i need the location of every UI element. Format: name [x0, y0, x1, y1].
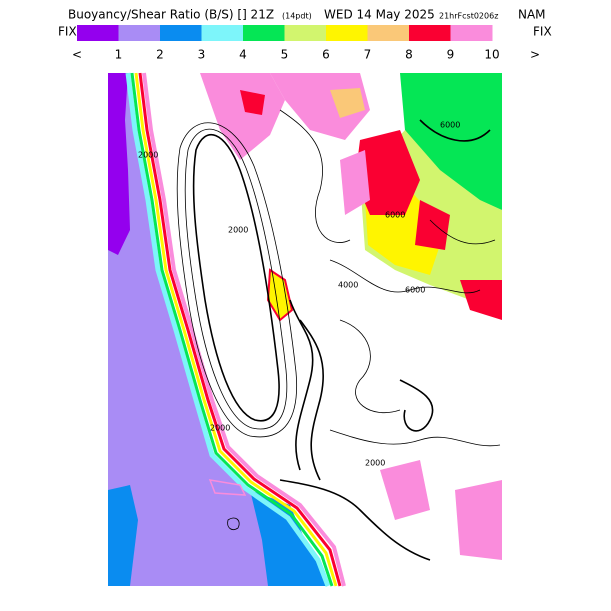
- contour-label: 2000: [365, 459, 385, 468]
- local-time: (14pdt): [282, 12, 312, 21]
- contour: [399, 379, 434, 432]
- region-peach: [330, 88, 365, 118]
- valley: [192, 133, 280, 422]
- colorbar-label: 7: [364, 48, 372, 62]
- island: [208, 479, 247, 496]
- colorbar-label: 2: [156, 48, 164, 62]
- contour: [289, 299, 314, 471]
- fix-right: FIX: [533, 25, 552, 39]
- region-green: [400, 73, 502, 210]
- colorbar-label: 9: [447, 48, 455, 62]
- coast-green: [130, 72, 334, 587]
- contour-label: 2000: [210, 424, 230, 433]
- contour: [419, 119, 491, 142]
- contour-label: 6000: [440, 121, 460, 130]
- colorbar-swatch: [326, 25, 368, 41]
- map: 2000 2000 4000 6000 6000 2000 2000 6000: [108, 72, 502, 587]
- colorbar: 1 2 3 4 5 6 7 8 9 10: [77, 25, 500, 62]
- colorbar-swatch: [409, 25, 451, 41]
- ocean-purple: [108, 73, 130, 255]
- ocean-blue: [108, 485, 138, 586]
- contour: [279, 479, 431, 561]
- colorbar-swatch: [160, 25, 202, 41]
- contour-label: 4000: [338, 281, 358, 290]
- prev-arrow[interactable]: <: [72, 48, 82, 62]
- fix-left: FIX: [58, 25, 77, 39]
- coast-cyan: [125, 72, 331, 587]
- region-red-4: [240, 90, 265, 115]
- contour-label: 6000: [405, 286, 425, 295]
- colorbar-swatch: [284, 25, 327, 41]
- run: 21hrFcst0206z: [439, 12, 498, 21]
- contour-label: 2000: [228, 226, 248, 235]
- next-arrow[interactable]: >: [530, 48, 540, 62]
- contour: [429, 219, 496, 245]
- contour: [184, 128, 288, 430]
- region-pink-5: [455, 480, 502, 560]
- title: Buoyancy/Shear Ratio (B/S) [] 21Z: [68, 8, 274, 22]
- colorbar-label: 5: [281, 48, 289, 62]
- contour: [329, 259, 481, 294]
- colorbar-label: 4: [239, 48, 247, 62]
- coast-yellow: [134, 72, 338, 587]
- colorbar-label: 6: [322, 48, 330, 62]
- date: WED 14 May 2025: [324, 8, 435, 22]
- region-red: [355, 130, 420, 215]
- contour: [339, 319, 401, 414]
- contour: [176, 122, 298, 438]
- colorbar-label: 8: [405, 48, 413, 62]
- coast-pink: [142, 72, 346, 587]
- contour: [299, 319, 324, 481]
- coast-red: [138, 72, 342, 587]
- model: NAM: [518, 8, 546, 22]
- contour-label: 6000: [385, 211, 405, 220]
- contour: [227, 517, 240, 530]
- ocean: [108, 73, 328, 586]
- colorbar-swatch: [77, 25, 119, 41]
- colorbar-swatch: [450, 25, 493, 41]
- colorbar-swatch: [118, 25, 161, 41]
- colorbar-swatch: [367, 25, 410, 41]
- colorbar-swatch: [201, 25, 244, 41]
- region-pink-4: [380, 460, 430, 520]
- colorbar-label: 1: [115, 48, 123, 62]
- colorbar-label: 3: [198, 48, 206, 62]
- region-pink-3: [340, 150, 370, 215]
- colorbar-label: 10: [484, 48, 499, 62]
- region-red-2: [415, 200, 450, 250]
- contour-label: 2000: [138, 151, 158, 160]
- contour: [329, 429, 501, 447]
- colorbar-swatch: [243, 25, 285, 41]
- contour: [279, 109, 351, 243]
- region-red-3: [460, 280, 502, 320]
- coast-blue: [250, 490, 326, 586]
